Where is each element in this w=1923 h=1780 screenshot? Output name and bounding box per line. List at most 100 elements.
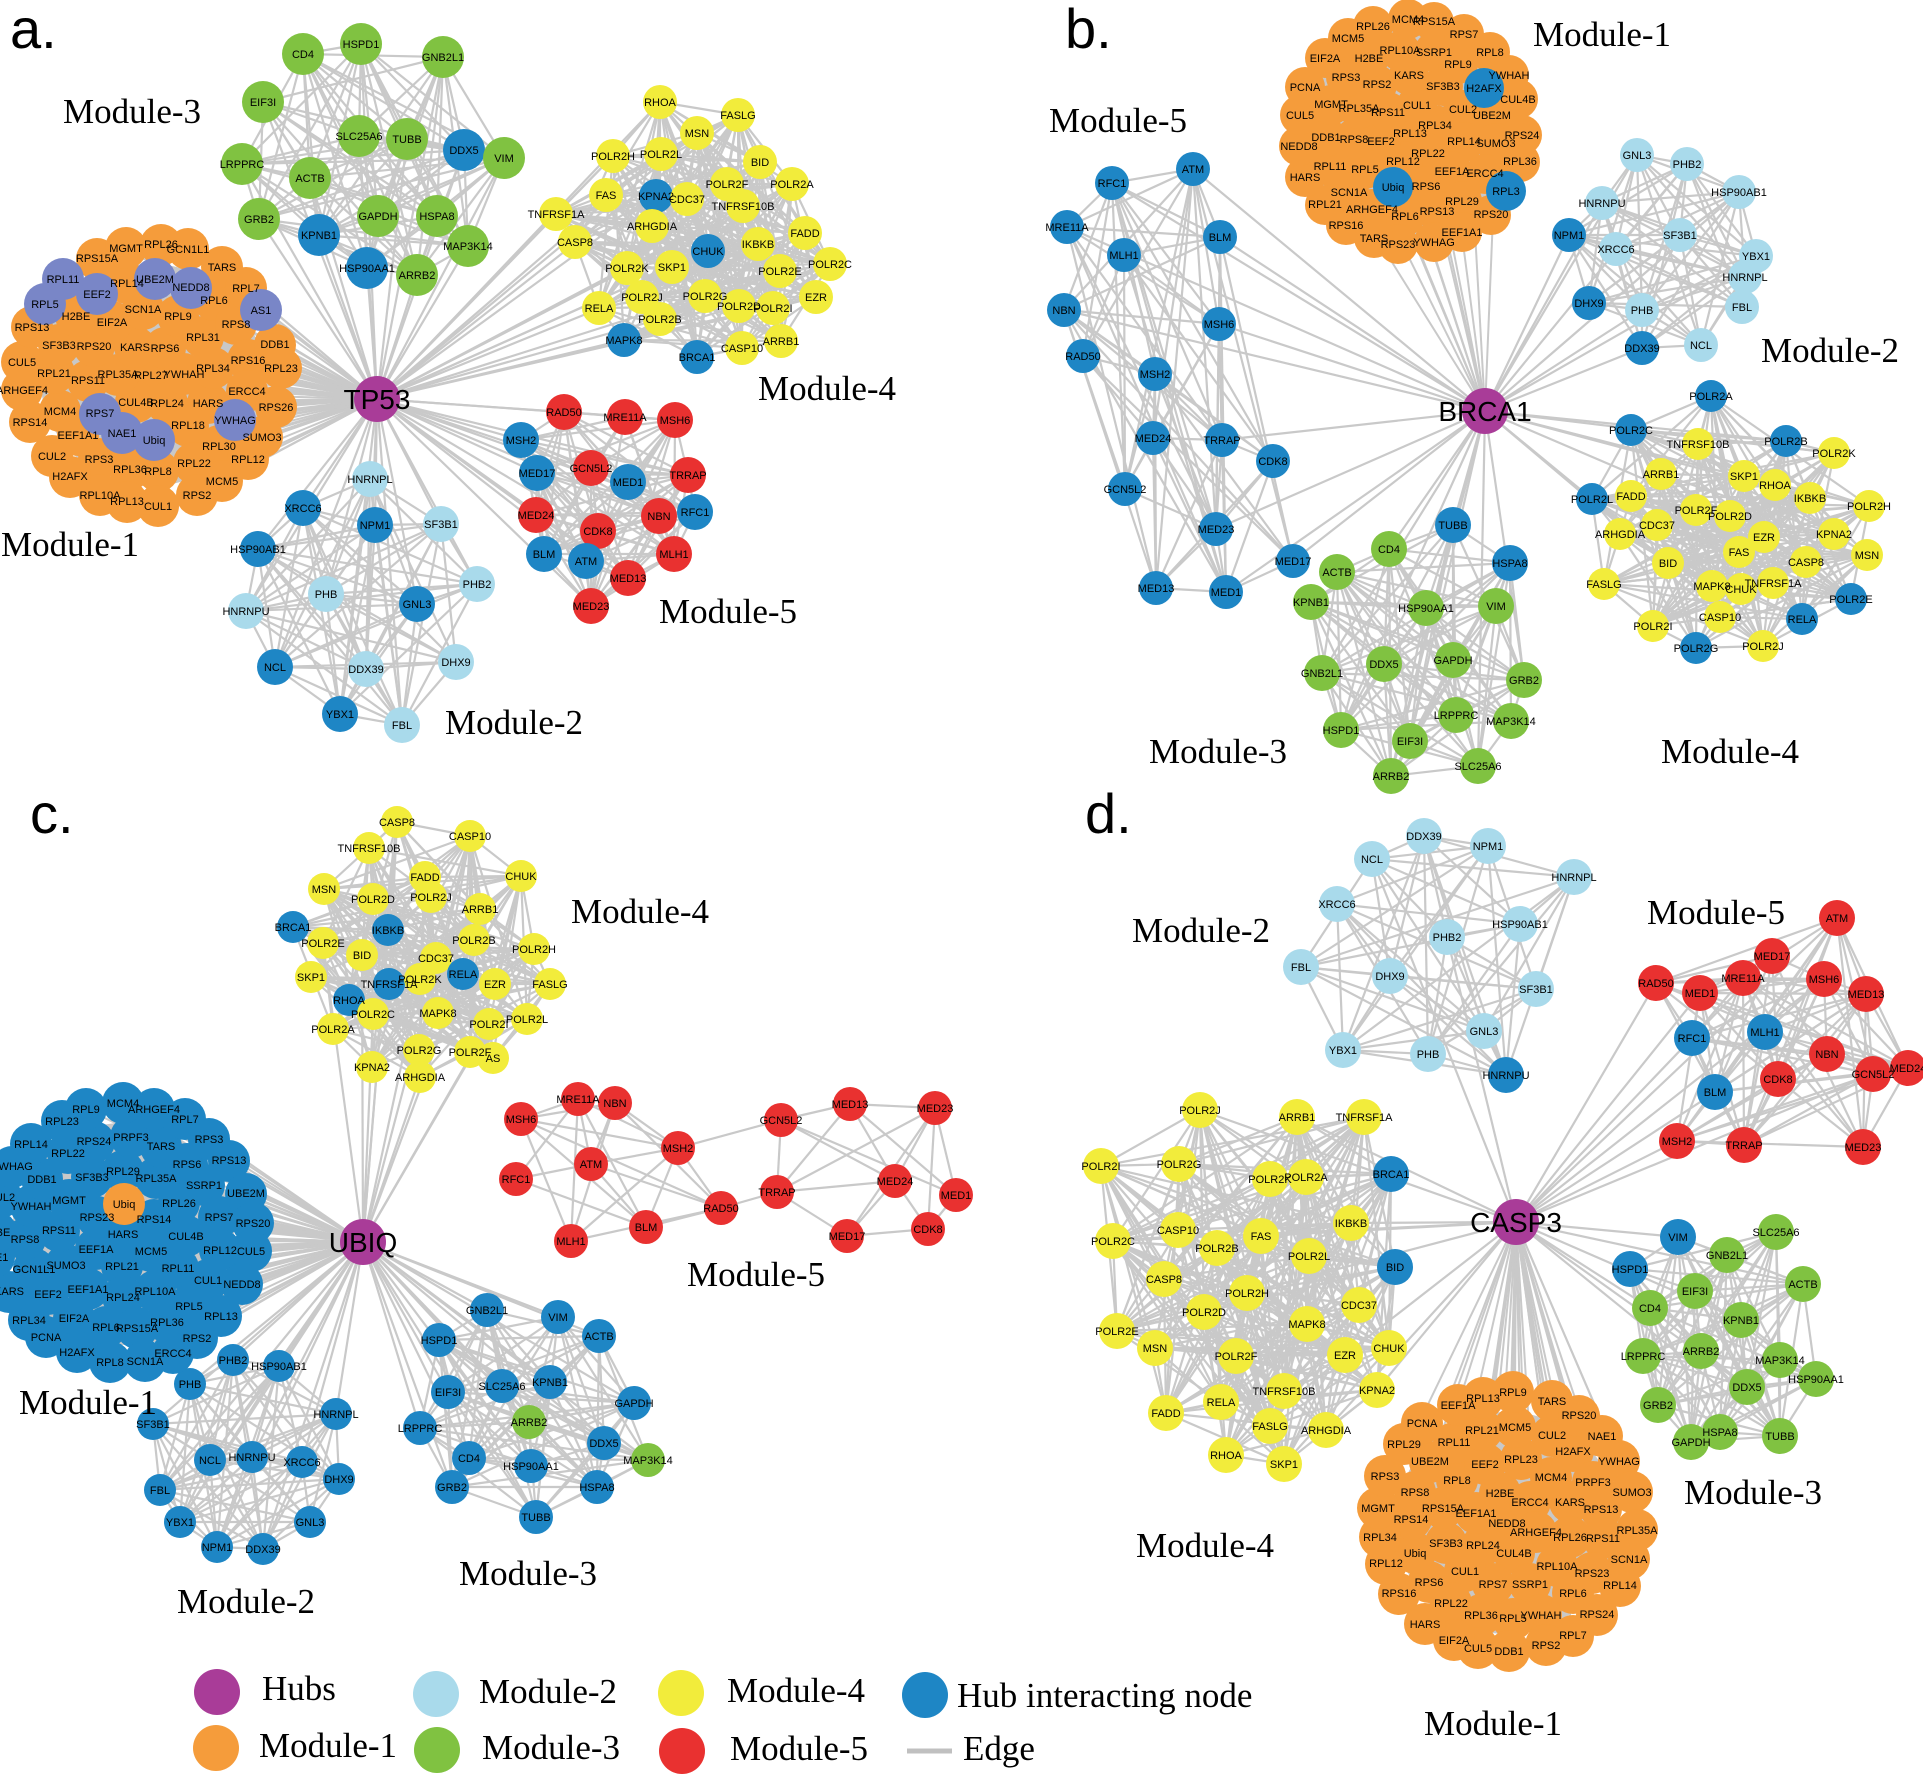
svg-text:POLR2E: POLR2E xyxy=(1829,594,1872,606)
svg-text:MSN: MSN xyxy=(685,128,710,140)
svg-text:ERCC4: ERCC4 xyxy=(154,1348,191,1360)
svg-text:MGMT: MGMT xyxy=(1361,1503,1395,1515)
svg-text:AS1: AS1 xyxy=(251,305,272,317)
svg-text:GCN5L2: GCN5L2 xyxy=(760,1115,803,1127)
svg-text:RFC1: RFC1 xyxy=(1678,1033,1707,1045)
svg-text:POLR2F: POLR2F xyxy=(706,179,749,191)
svg-text:KPNB1: KPNB1 xyxy=(301,230,337,242)
svg-text:GNB2L1: GNB2L1 xyxy=(1301,668,1343,680)
svg-text:MSH6: MSH6 xyxy=(506,1114,537,1126)
svg-text:TNFRSF1A: TNFRSF1A xyxy=(528,209,586,221)
svg-text:HSP90AA1: HSP90AA1 xyxy=(339,263,395,275)
svg-text:UBE2M: UBE2M xyxy=(1473,110,1511,122)
svg-text:CUL2: CUL2 xyxy=(1449,104,1477,116)
svg-text:HSPD1: HSPD1 xyxy=(1323,725,1360,737)
svg-text:ATM: ATM xyxy=(575,556,597,568)
svg-text:CASP10: CASP10 xyxy=(1699,612,1741,624)
svg-text:RAD50: RAD50 xyxy=(546,407,581,419)
svg-text:RFC1: RFC1 xyxy=(681,507,710,519)
svg-text:MED24: MED24 xyxy=(877,1176,914,1188)
svg-text:ARRB2: ARRB2 xyxy=(1683,1346,1720,1358)
svg-text:MLH1: MLH1 xyxy=(1109,250,1138,262)
svg-text:b.: b. xyxy=(1065,0,1112,60)
svg-text:MED17: MED17 xyxy=(519,468,556,480)
svg-text:POLR2D: POLR2D xyxy=(717,301,761,313)
svg-text:RPL5: RPL5 xyxy=(175,1301,203,1313)
svg-text:BRCA1: BRCA1 xyxy=(1373,1169,1410,1181)
svg-text:MCM4: MCM4 xyxy=(44,406,76,418)
svg-text:RPL9: RPL9 xyxy=(1499,1387,1527,1399)
svg-text:ERCC4: ERCC4 xyxy=(228,386,265,398)
svg-text:SSRP1: SSRP1 xyxy=(1512,1579,1548,1591)
svg-text:RPS20: RPS20 xyxy=(1562,1410,1597,1422)
svg-text:GCN5L2: GCN5L2 xyxy=(1852,1069,1895,1081)
svg-text:POLR2L: POLR2L xyxy=(640,149,682,161)
svg-text:RFC1: RFC1 xyxy=(1098,178,1127,190)
svg-text:ARHGEF4: ARHGEF4 xyxy=(1346,204,1398,216)
svg-text:ARHGDIA: ARHGDIA xyxy=(627,221,678,233)
svg-text:CUL1: CUL1 xyxy=(144,501,172,513)
svg-text:RPS2: RPS2 xyxy=(1532,1640,1561,1652)
svg-text:CASP10: CASP10 xyxy=(721,343,763,355)
svg-text:HARS: HARS xyxy=(193,398,224,410)
svg-text:CASP8: CASP8 xyxy=(379,817,415,829)
svg-text:EIF2A: EIF2A xyxy=(97,317,128,329)
svg-text:CASP8: CASP8 xyxy=(557,237,593,249)
svg-text:RPL23: RPL23 xyxy=(1504,1454,1538,1466)
svg-text:RPL29: RPL29 xyxy=(106,1166,140,1178)
svg-text:CDC37: CDC37 xyxy=(1341,1300,1377,1312)
svg-text:RPL6: RPL6 xyxy=(200,295,228,307)
svg-text:MRE11A: MRE11A xyxy=(556,1094,600,1106)
svg-text:RPL34: RPL34 xyxy=(1418,120,1452,132)
svg-text:EEF2: EEF2 xyxy=(83,289,111,301)
svg-text:NCL: NCL xyxy=(199,1455,221,1467)
svg-text:TUBB: TUBB xyxy=(521,1512,550,1524)
svg-text:NAE1: NAE1 xyxy=(1588,1431,1617,1443)
svg-text:RPS3: RPS3 xyxy=(85,454,114,466)
svg-text:CD4: CD4 xyxy=(1378,544,1400,556)
svg-text:RPS3: RPS3 xyxy=(195,1134,224,1146)
svg-text:RPL14: RPL14 xyxy=(1447,136,1481,148)
svg-text:IKBKB: IKBKB xyxy=(1335,1218,1367,1230)
svg-text:SF3B1: SF3B1 xyxy=(1663,230,1697,242)
svg-text:HSP90AA1: HSP90AA1 xyxy=(1398,603,1454,615)
svg-text:RPL7: RPL7 xyxy=(171,1114,199,1126)
svg-text:MSH6: MSH6 xyxy=(1204,319,1235,331)
svg-text:IKBKB: IKBKB xyxy=(742,239,774,251)
svg-text:RPL22: RPL22 xyxy=(1411,148,1445,160)
svg-text:RPS7: RPS7 xyxy=(86,408,115,420)
svg-text:TRRAP: TRRAP xyxy=(1203,435,1240,447)
svg-text:CDK8: CDK8 xyxy=(1763,1074,1792,1086)
svg-text:POLR2I: POLR2I xyxy=(753,303,792,315)
svg-text:RPS16: RPS16 xyxy=(231,355,266,367)
svg-text:SSRP1: SSRP1 xyxy=(186,1180,222,1192)
svg-text:TARS: TARS xyxy=(208,262,237,274)
svg-text:HSPA8: HSPA8 xyxy=(1702,1427,1737,1439)
svg-text:MED23: MED23 xyxy=(573,601,610,613)
svg-text:SUMO3: SUMO3 xyxy=(242,432,281,444)
svg-text:YWHAG: YWHAG xyxy=(1598,1456,1640,1468)
svg-text:ARHGEF4: ARHGEF4 xyxy=(0,385,48,397)
svg-text:BID: BID xyxy=(1386,1262,1404,1274)
svg-text:XRCC6: XRCC6 xyxy=(1597,244,1634,256)
svg-text:EIF2A: EIF2A xyxy=(1310,53,1341,65)
svg-text:SKP1: SKP1 xyxy=(297,972,325,984)
svg-text:EEF1A: EEF1A xyxy=(1441,1400,1477,1412)
svg-text:EIF2A: EIF2A xyxy=(1439,1635,1470,1647)
svg-text:ERCC4: ERCC4 xyxy=(1466,168,1503,180)
svg-text:MED24: MED24 xyxy=(1135,433,1172,445)
svg-text:POLR2H: POLR2H xyxy=(512,944,556,956)
svg-text:NEDD8: NEDD8 xyxy=(172,282,209,294)
svg-text:BRCA1: BRCA1 xyxy=(1438,396,1531,427)
svg-text:ARRB2: ARRB2 xyxy=(511,1417,548,1429)
svg-text:RPL13: RPL13 xyxy=(1393,128,1427,140)
svg-text:NPM1: NPM1 xyxy=(1473,841,1504,853)
svg-text:YWHAH: YWHAH xyxy=(1521,1610,1562,1622)
svg-text:EEF2: EEF2 xyxy=(1367,136,1395,148)
svg-text:MED1: MED1 xyxy=(1211,587,1242,599)
svg-text:HNRNPL: HNRNPL xyxy=(313,1409,358,1421)
svg-text:RPS2: RPS2 xyxy=(183,1333,212,1345)
svg-text:YWHAG: YWHAG xyxy=(1413,237,1455,249)
svg-text:YWHAH: YWHAH xyxy=(11,1201,52,1213)
svg-text:RPS13: RPS13 xyxy=(1420,206,1455,218)
